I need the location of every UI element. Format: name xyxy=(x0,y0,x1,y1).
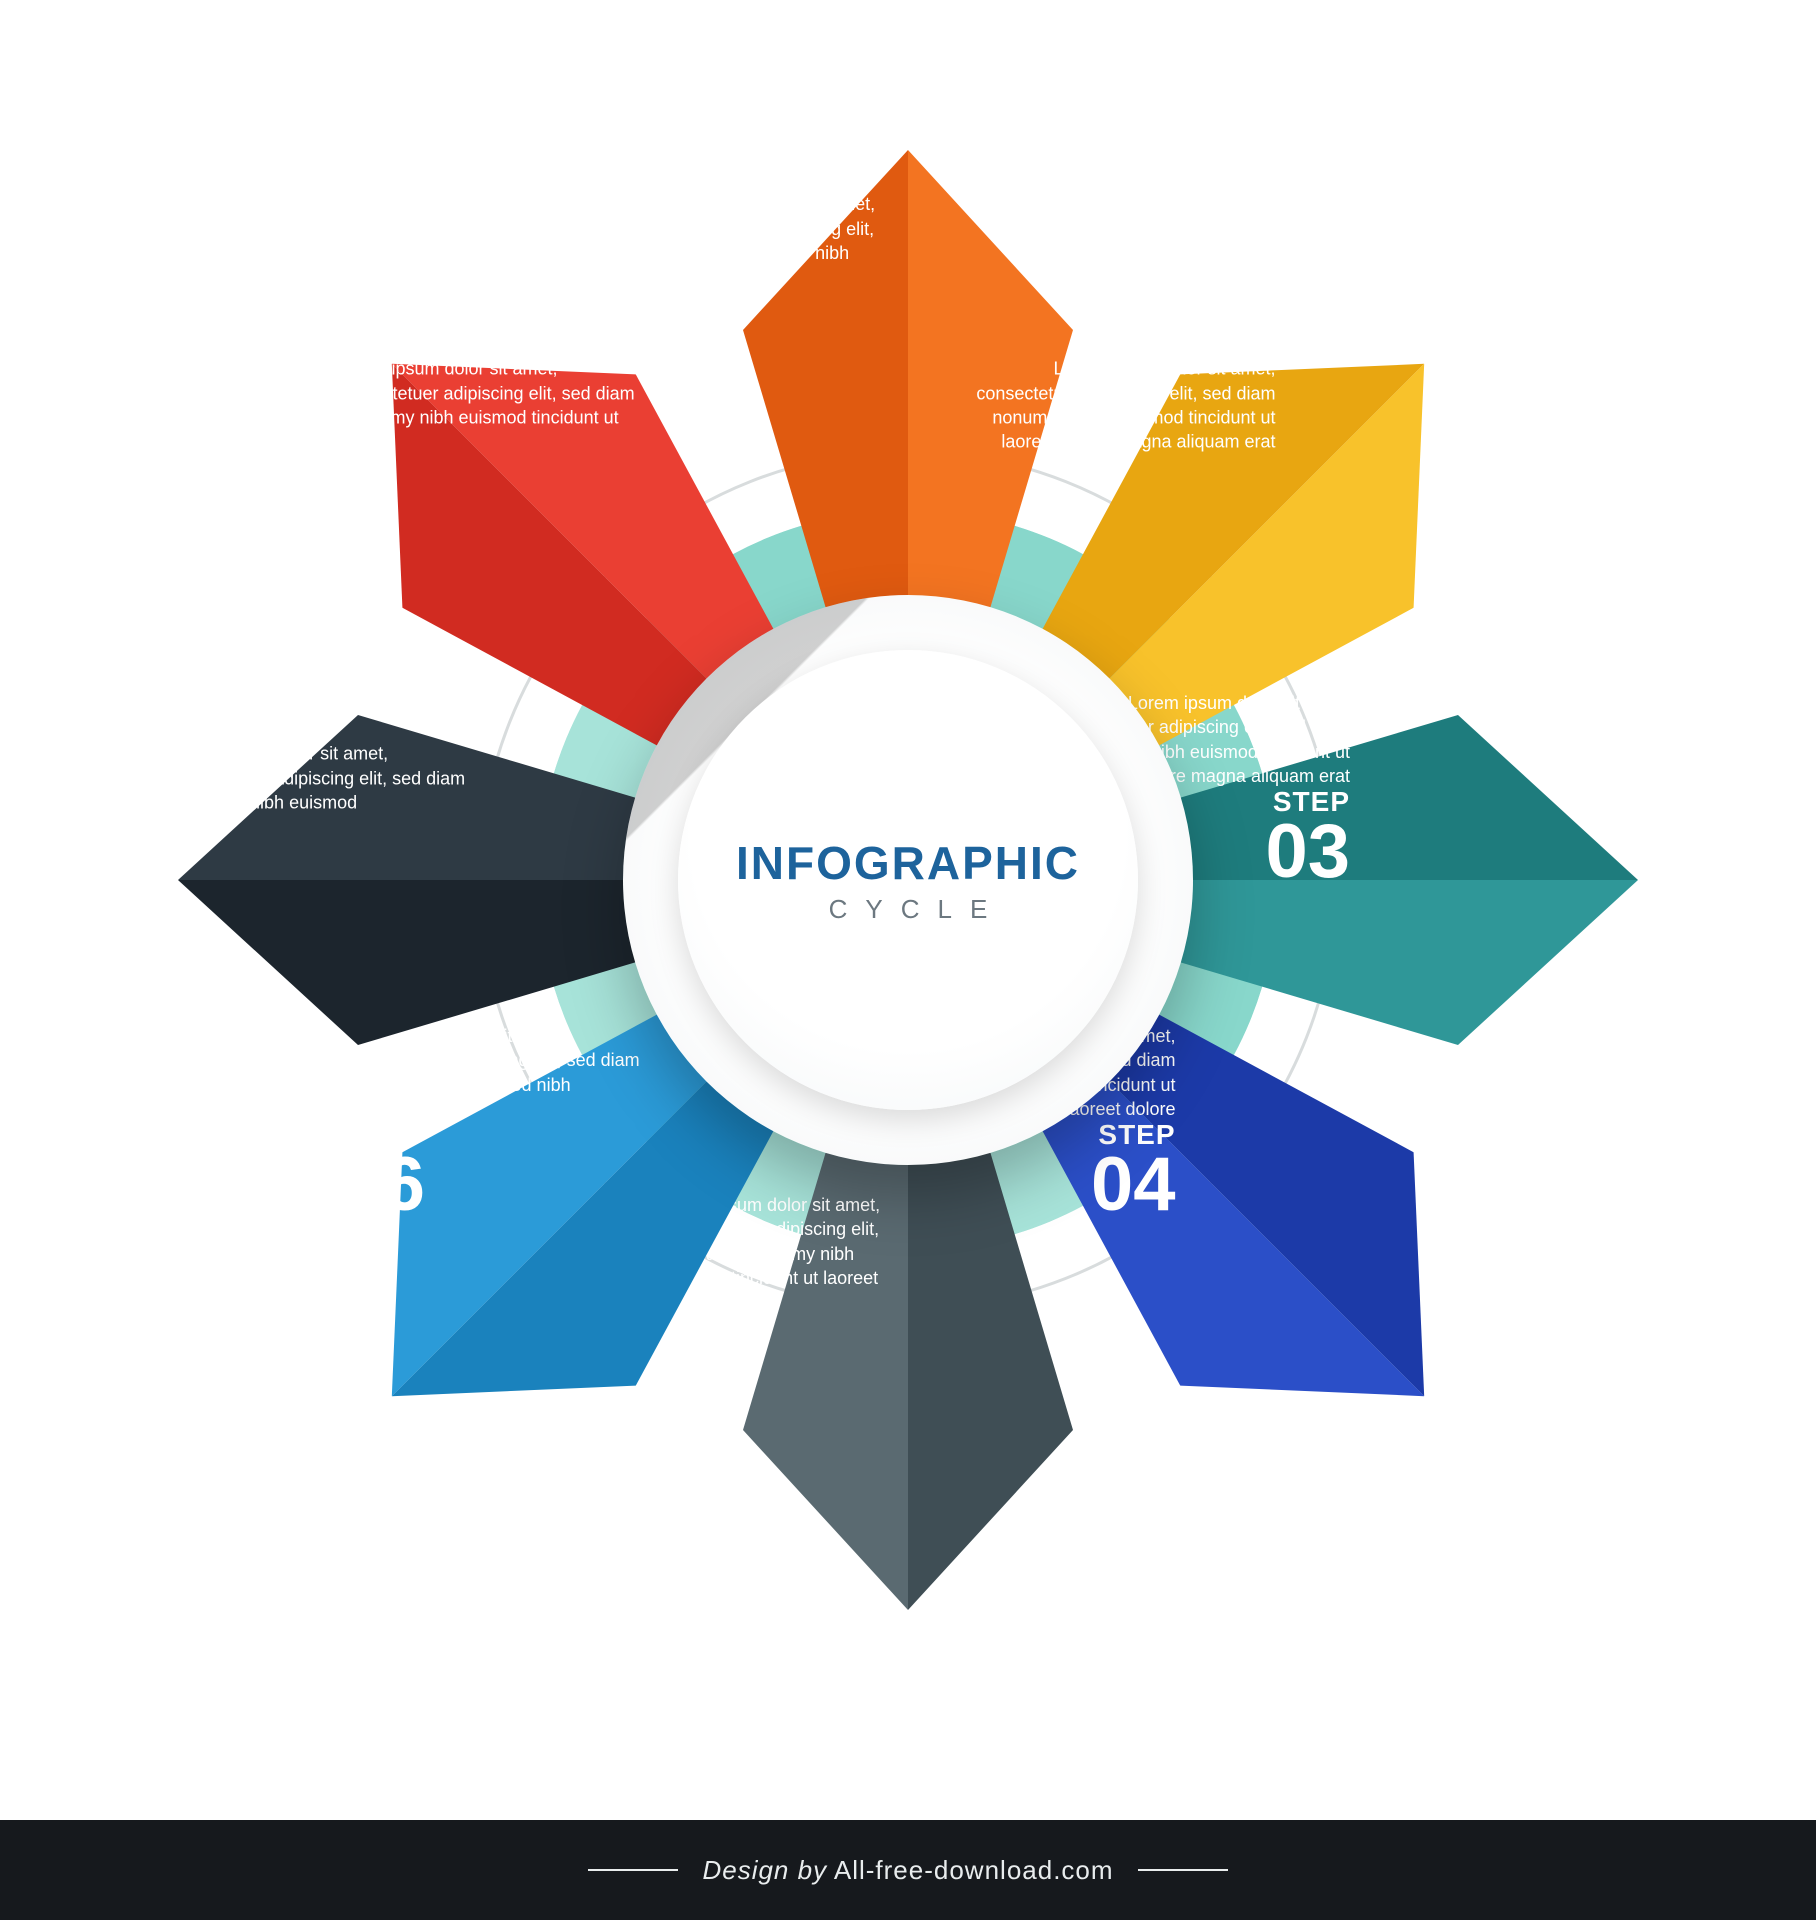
step-number: 01 xyxy=(653,106,903,174)
step-body: Lorem ipsum dolor sit amet, consectetuer… xyxy=(166,742,466,815)
step-number: 07 xyxy=(166,655,466,723)
hub-subtitle: CYCLE xyxy=(811,894,1006,925)
step-body: Lorem ipsum dolor sit amet, consectetuer… xyxy=(976,357,1276,454)
footer-rule-right xyxy=(1138,1869,1228,1871)
footer-link[interactable]: All-free-download.com xyxy=(834,1855,1114,1885)
step-number: 06 xyxy=(340,1151,640,1219)
footer-rule-left xyxy=(588,1869,678,1871)
step-number: 08 xyxy=(335,271,635,339)
step-body: Lorem ipsum dolor sit amet, consectetuer… xyxy=(653,193,903,290)
step-number: 05 xyxy=(658,1320,908,1388)
footer-bar: Design by All-free-download.com xyxy=(0,1820,1816,1920)
infographic-canvas: STEP01Lorem ipsum dolor sit amet, consec… xyxy=(0,0,1816,1820)
step-number: 02 xyxy=(976,271,1276,339)
hub-title: INFOGRAPHIC xyxy=(736,836,1080,890)
hub: INFOGRAPHIC CYCLE xyxy=(678,650,1138,1110)
footer-prefix: Design by xyxy=(702,1855,827,1885)
cycle-container: STEP01Lorem ipsum dolor sit amet, consec… xyxy=(108,80,1708,1680)
step-body: Lorem ipsum dolor sit amet, consectetuer… xyxy=(335,357,635,454)
